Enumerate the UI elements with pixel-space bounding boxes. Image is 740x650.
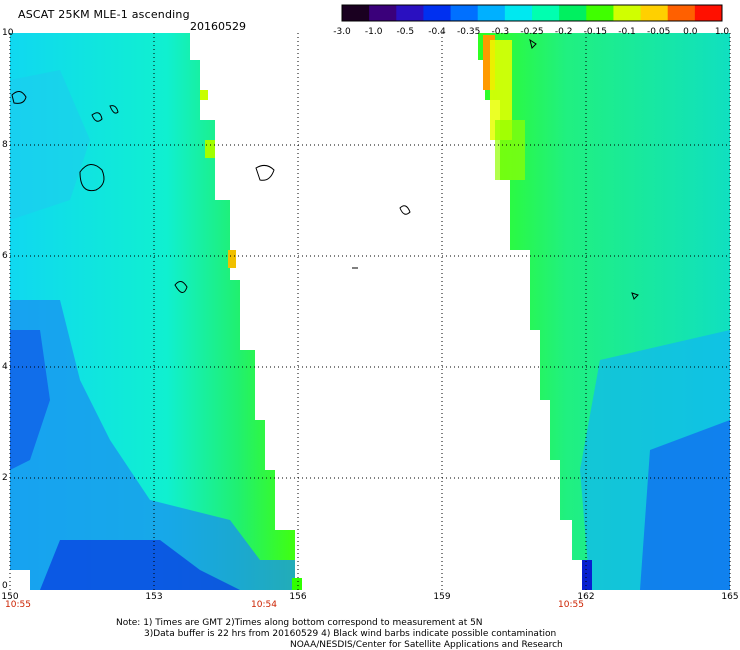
colorbar-tick-label: -1.0: [364, 27, 383, 37]
lon-label-162: 162: [577, 592, 595, 602]
lat-label-2: 2: [2, 473, 8, 483]
lat-label-8: 8: [2, 140, 8, 150]
frame: [9, 33, 731, 590]
grid: [10, 33, 730, 590]
colorbar-border: [341, 4, 723, 22]
colorbar-swatch: [694, 5, 723, 21]
right-swath: [478, 33, 730, 590]
colorbar-tick-label: -0.05: [647, 27, 671, 37]
colorbar-tick-label: -0.35: [457, 27, 481, 37]
time-label-right: 10:55: [558, 600, 584, 610]
colorbar-swatch: [586, 5, 614, 21]
note-line-3: NOAA/NESDIS/Center for Satellite Applica…: [290, 640, 563, 650]
colorbar: [341, 4, 723, 22]
left-swath: [10, 33, 302, 590]
colorbar-swatch: [613, 5, 642, 21]
lon-label-165: 165: [721, 592, 739, 602]
time-label-middle: 10:54: [251, 600, 277, 610]
lat-label-6: 6: [2, 251, 8, 261]
coastlines: [11, 38, 639, 300]
colorbar-swatch: [667, 5, 696, 21]
colorbar-swatch: [559, 5, 587, 21]
colorbar-swatch: [450, 5, 479, 21]
colorbar-tick-label: -0.5: [396, 27, 415, 37]
map-date: 20160529: [190, 20, 246, 33]
colorbar-tick-label: -0.25: [520, 27, 544, 37]
colorbar-tick-label: -0.4: [428, 27, 446, 37]
colorbar-swatch: [369, 5, 397, 21]
colorbar-tick-label: -3.0: [333, 27, 351, 37]
map-title: ASCAT 25KM MLE-1 ascending: [18, 8, 190, 21]
lat-label-0: 0: [2, 581, 8, 591]
colorbar-tick-label: 0.0: [683, 27, 698, 37]
colorbar-tick-label: -0.15: [583, 27, 607, 37]
colorbar-swatch: [342, 5, 370, 21]
colorbar-tick-label: -0.2: [554, 27, 573, 37]
lon-label-156: 156: [289, 592, 307, 602]
colorbar-swatch: [504, 5, 533, 21]
colorbar-tick-label: -0.1: [618, 27, 636, 37]
colorbar-swatch: [396, 5, 424, 21]
note-line-1: Note: 1) Times are GMT 2)Times along bot…: [116, 618, 483, 628]
lat-label-10: 10: [2, 28, 14, 38]
colorbar-tick-label: -0.3: [491, 27, 510, 37]
colorbar-swatch: [477, 5, 506, 21]
colorbar-tick-label: 1.0: [714, 27, 730, 37]
lon-label-150: 150: [1, 592, 19, 602]
note-line-2: 3)Data buffer is 22 hrs from 20160529 4)…: [144, 629, 557, 639]
colorbar-swatch: [532, 5, 560, 21]
colorbar-swatch: [423, 5, 452, 21]
lon-label-159: 159: [433, 592, 451, 602]
colorbar-swatch: [640, 5, 669, 21]
time-label-left: 10:55: [5, 600, 31, 610]
lat-label-4: 4: [2, 362, 8, 372]
lon-label-153: 153: [145, 592, 163, 602]
